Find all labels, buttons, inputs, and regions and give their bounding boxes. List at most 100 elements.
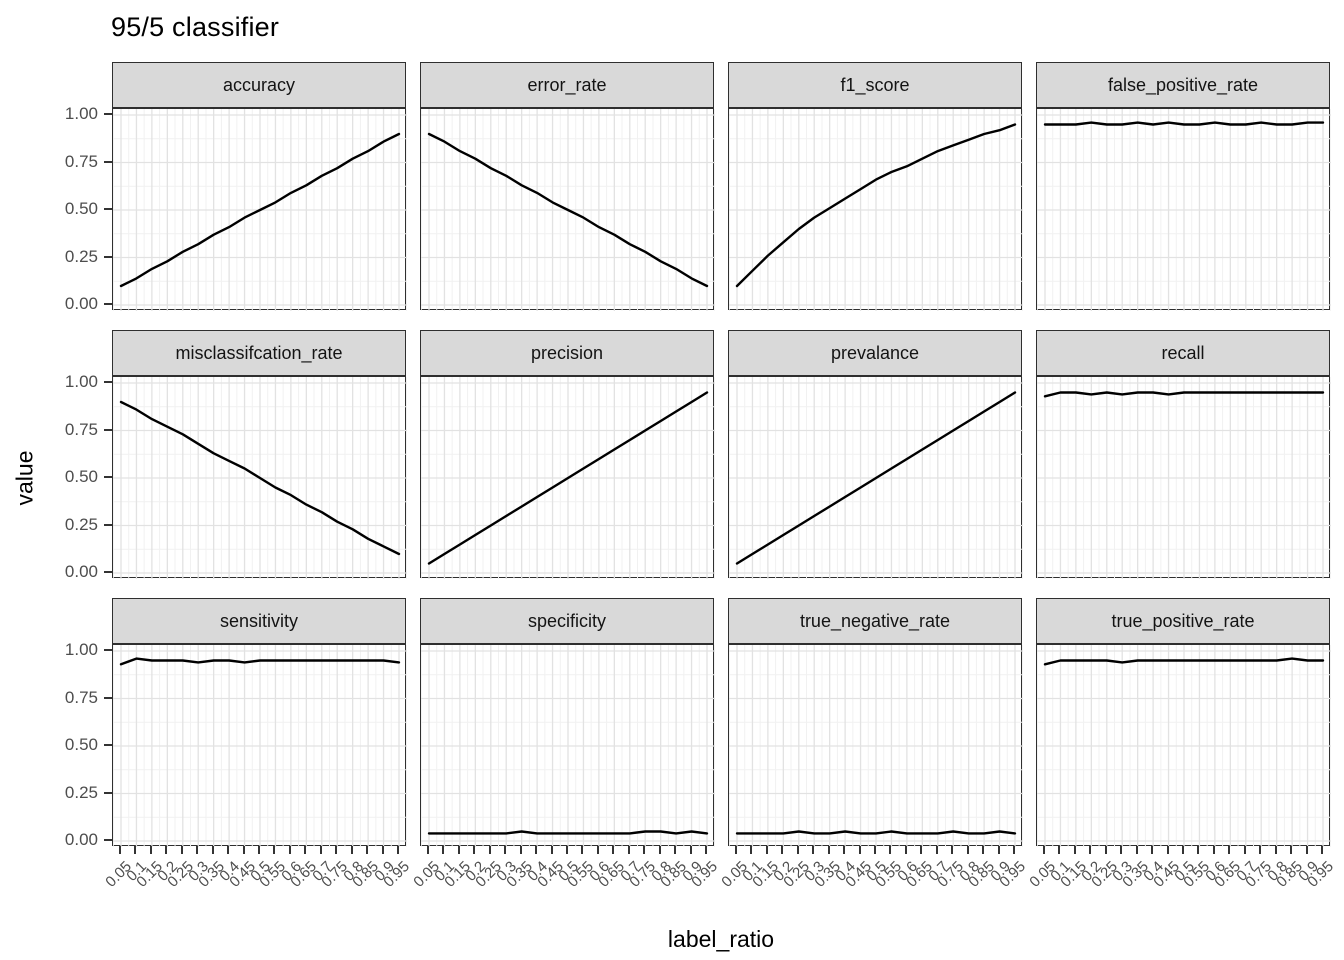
y-tick-mark: [104, 476, 112, 478]
x-axis-title: label_ratio: [667, 926, 775, 952]
x-tick-mark: [473, 846, 476, 854]
y-tick-label: 0.25: [64, 782, 98, 802]
chart-title: 95/5 classifier: [111, 12, 280, 42]
x-tick-mark: [1182, 846, 1184, 854]
y-tick-mark: [104, 791, 112, 794]
x-tick-mark: [1073, 846, 1076, 854]
y-tick-mark: [104, 571, 112, 573]
facet-panel-precision: [420, 376, 715, 579]
y-tick-mark: [104, 696, 112, 699]
y-axis-title: value: [11, 450, 38, 506]
facet-strip-accuracy: accuracy: [112, 62, 406, 108]
x-tick-mark: [705, 846, 707, 854]
y-tick-mark: [104, 255, 112, 258]
x-tick-mark: [843, 846, 846, 854]
x-tick-mark: [211, 846, 214, 854]
x-tick-mark: [335, 846, 338, 854]
x-tick-mark: [1321, 846, 1323, 854]
x-tick-mark: [504, 846, 507, 854]
data-line-specificity: [427, 830, 709, 835]
x-tick-mark: [427, 846, 429, 854]
x-tick-mark: [535, 846, 538, 854]
x-tick-mark: [304, 846, 307, 854]
y-tick-label: 0.00: [64, 830, 98, 849]
facet-strip-specificity: specificity: [420, 598, 714, 644]
y-tick-label: 1.00: [64, 372, 98, 391]
x-tick-mark: [566, 846, 568, 854]
y-tick-mark: [104, 113, 112, 115]
y-tick-mark: [104, 160, 112, 163]
x-tick-mark: [1058, 846, 1061, 854]
panel-plot-area: [421, 109, 715, 311]
y-tick-mark: [104, 649, 112, 651]
x-tick-mark: [319, 846, 322, 854]
x-tick-mark: [288, 846, 291, 854]
facet-strip-prevalance: prevalance: [728, 330, 1022, 376]
panel-plot-area: [729, 377, 1023, 579]
x-tick-mark: [796, 846, 799, 854]
facet-panel-specificity: [420, 644, 715, 847]
x-tick-mark: [1120, 846, 1123, 854]
panel-plot-area: [1037, 109, 1331, 311]
facet-strip-label: misclassifcation_rate: [175, 342, 343, 363]
x-tick-mark: [812, 846, 815, 854]
x-tick-mark: [350, 846, 353, 854]
x-tick-mark: [1043, 846, 1045, 854]
y-tick-label: 0.75: [64, 687, 98, 707]
data-line-sensitivity: [119, 657, 401, 666]
facet-panel-accuracy: [112, 108, 407, 311]
facet-strip-sensitivity: sensitivity: [112, 598, 406, 644]
x-tick-mark: [658, 846, 661, 854]
y-tick-mark: [104, 744, 112, 746]
facet-strip-label: prevalance: [830, 342, 920, 363]
facet-strip-false_positive_rate: false_positive_rate: [1036, 62, 1330, 108]
x-tick-mark: [781, 846, 784, 854]
x-tick-mark: [935, 846, 938, 854]
y-tick-label: 0.00: [64, 294, 98, 313]
y-tick-mark: [104, 381, 112, 383]
x-tick-mark: [134, 846, 137, 854]
facet-panel-sensitivity: [112, 644, 407, 847]
x-tick-mark: [397, 846, 399, 854]
panel-plot-area: [1037, 645, 1331, 847]
x-tick-mark: [750, 846, 753, 854]
x-tick-mark: [765, 846, 768, 854]
data-line-error_rate: [427, 132, 709, 288]
x-tick-mark: [519, 846, 522, 854]
x-tick-mark: [1089, 846, 1092, 854]
facet-panel-error_rate: [420, 108, 715, 311]
x-tick-mark: [904, 846, 907, 854]
facet-panel-true_positive_rate: [1036, 644, 1331, 847]
x-tick-mark: [242, 846, 245, 854]
facet-strip-error_rate: error_rate: [420, 62, 714, 108]
x-tick-mark: [258, 846, 260, 854]
panel-plot-area: [113, 377, 407, 579]
x-tick-mark: [119, 846, 121, 854]
facet-strip-recall: recall: [1036, 330, 1330, 376]
facet-strip-label: sensitivity: [219, 610, 299, 631]
y-tick-label: 0.50: [64, 199, 98, 218]
x-tick-mark: [1259, 846, 1262, 854]
facet-strip-label: true_positive_rate: [1111, 610, 1255, 631]
panel-plot-area: [421, 645, 715, 847]
data-line-precision: [427, 391, 709, 565]
x-tick-mark: [550, 846, 553, 854]
x-tick-mark: [689, 846, 692, 854]
x-tick-mark: [442, 846, 445, 854]
y-tick-label: 0.50: [64, 735, 98, 754]
x-tick-mark: [827, 846, 830, 854]
x-tick-mark: [889, 846, 892, 854]
x-tick-mark: [381, 846, 384, 854]
x-tick-mark: [596, 846, 599, 854]
x-tick-mark: [874, 846, 876, 854]
x-tick-mark: [1290, 846, 1293, 854]
x-tick-mark: [997, 846, 1000, 854]
x-tick-mark: [196, 846, 199, 854]
panel-plot-area: [1037, 377, 1331, 579]
x-tick-mark: [612, 846, 615, 854]
data-line-true_negative_rate: [735, 830, 1017, 835]
panel-plot-area: [729, 645, 1023, 847]
x-tick-mark: [1243, 846, 1246, 854]
y-tick-label: 0.50: [64, 467, 98, 486]
facet-strip-label: f1_score: [840, 74, 910, 95]
